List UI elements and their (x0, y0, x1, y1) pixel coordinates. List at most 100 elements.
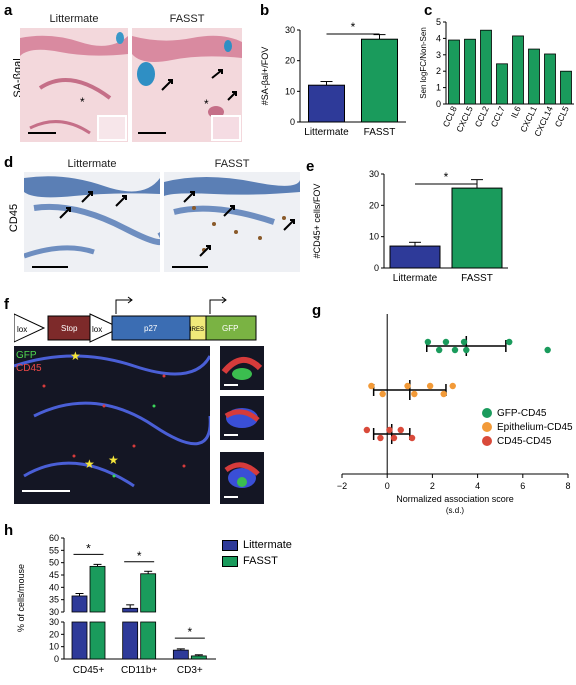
b-ytick-label-20: 20 (285, 56, 295, 66)
panel-label-g: g (312, 302, 322, 319)
e-xtick-label-littermate: Littermate (393, 273, 438, 284)
g-point-cd45-cd45-3 (390, 434, 398, 442)
h-ytick-label-upper-50: 50 (49, 558, 59, 568)
legend-item-gfp-cd45: GFP-CD45 (482, 406, 576, 420)
scale-bar-f-main (22, 490, 70, 492)
title-littermate-a: Littermate (49, 13, 99, 25)
g-point-epithelium-cd45-0 (368, 382, 375, 390)
h-bar-upper-cd45plus-littermate (71, 595, 88, 613)
h-xtick-label-cd45plus: CD45+ (73, 665, 105, 676)
legend-swatch-green (222, 555, 238, 567)
c-ytick-label-0: 0 (436, 99, 441, 109)
h-ytick-label-lower-30: 30 (49, 617, 59, 627)
h-ytick-label-upper-35: 35 (49, 595, 59, 605)
h-ylabel: % of cells/mouse (16, 564, 26, 632)
h-bar-lower-cd11bplus-fasst (140, 621, 157, 660)
h-xtick-label-cd11bplus: CD11b+ (121, 665, 157, 676)
e-ytick-label-0: 0 (374, 263, 379, 273)
c-bar-cxcl5 (464, 38, 476, 105)
chart-h: 30 35 40 45 50 55 60 0 10 20 30 % of cells/mouse * CD… (16, 533, 216, 676)
g-xtick-label-4: 4 (475, 481, 480, 491)
g-point-gfp-cd45-7 (544, 346, 551, 354)
chart-b: 0 10 20 30 #SA-βal+/FOV Littermate FASST * (260, 20, 406, 138)
construct-diagram: lox Stop lox p27 IRES GFP (14, 296, 257, 343)
g-xlabel: Normalized association score (396, 494, 514, 504)
h-ytick-label-upper-45: 45 (49, 570, 59, 580)
panel-label-c: c (424, 2, 433, 19)
h-ytick-label-upper-30: 30 (49, 607, 59, 617)
chart-e: 0 10 20 30 #CD45+ cells/FOV Littermate FASST * (312, 169, 508, 284)
fluorescence-inset-3 (220, 452, 264, 504)
side-label-cd45: CD45 (8, 203, 20, 233)
e-bar-littermate (389, 245, 441, 269)
scale-bar-f-inset3 (224, 496, 238, 498)
g-point-epithelium-cd45-3 (411, 390, 418, 398)
b-ytick-label-0: 0 (290, 117, 295, 127)
svg-text:★: ★ (108, 453, 119, 467)
g-point-epithelium-cd45-6 (449, 382, 456, 390)
g-point-gfp-cd45-3 (451, 346, 459, 354)
legend-g: GFP-CD45 Epithelium-CD45 CD45-CD45 (482, 406, 576, 448)
g-xtick-label--2: −2 (337, 481, 347, 491)
h-ytick-label-lower-10: 10 (49, 642, 59, 652)
c-ytick-label-2: 2 (436, 66, 441, 76)
construct-label-lox1: lox (17, 325, 27, 334)
h-bar-cd3plus-fasst (190, 655, 207, 660)
e-bar-fasst (451, 187, 503, 269)
title-fasst-d: FASST (214, 158, 250, 170)
scale-bar-d-right (172, 266, 208, 268)
panel-label-b: b (260, 2, 270, 19)
legend-item-littermate: Littermate (222, 537, 322, 553)
h-bar-lower-cd11bplus-littermate (122, 621, 139, 660)
panel-label-f: f (4, 296, 9, 313)
title-fasst-a: FASST (169, 13, 205, 25)
c-bar-ccl8 (448, 39, 460, 105)
svg-text:★: ★ (70, 349, 81, 363)
construct-label-lox2: lox (92, 325, 102, 334)
legend-label-epithelium-cd45: Epithelium-CD45 (497, 421, 573, 433)
c-bar-cxcl14 (544, 53, 556, 105)
e-ytick-label-10: 10 (369, 232, 379, 242)
h-ytick-label-upper-40: 40 (49, 582, 59, 592)
g-point-gfp-cd45-5 (463, 346, 470, 354)
panel-label-e: e (306, 158, 315, 175)
fluorescence-image-main: ★ ★ ★ (14, 346, 210, 504)
c-xtick-label-ccl7: CCL7 (489, 104, 507, 128)
panel-label-d: d (4, 154, 14, 171)
g-point-cd45-cd45-0 (363, 426, 371, 434)
h-ytick-label-lower-0: 0 (54, 654, 59, 664)
h-bar-cd3plus-littermate (172, 649, 189, 660)
c-bar-ccl5 (560, 70, 572, 105)
panel-label-a: a (4, 2, 13, 19)
c-bar-ccl2 (480, 29, 492, 105)
g-point-epithelium-cd45-4 (426, 382, 434, 390)
c-ytick-label-4: 4 (436, 33, 441, 43)
e-ytick-label-30: 30 (369, 169, 379, 179)
e-ytick-label-20: 20 (369, 200, 379, 210)
legend-dot-orange (482, 422, 492, 432)
legend-h: Littermate FASST (222, 537, 322, 569)
h-bar-lower-cd45plus-littermate (71, 621, 88, 660)
b-xtick-label-fasst: FASST (364, 127, 396, 138)
legend-label-cd45-cd45: CD45-CD45 (497, 435, 552, 447)
c-bar-cxcl1 (528, 48, 540, 105)
c-xtick-label-ccl5: CCL5 (553, 104, 571, 128)
b-ytick-label-10: 10 (285, 86, 295, 96)
sa-bgal-image-fasst: * (132, 28, 242, 142)
h-significance-star-cd11bplus: * (137, 549, 142, 563)
svg-text:*: * (80, 95, 85, 109)
scale-bar-d-left (32, 266, 68, 268)
h-bar-lower-cd45plus-fasst (89, 621, 106, 660)
e-xtick-label-fasst: FASST (461, 273, 493, 284)
g-point-gfp-cd45-2 (442, 338, 450, 346)
construct-label-gfp: GFP (222, 324, 238, 333)
scale-bar-f-inset1 (224, 384, 238, 386)
svg-text:★: ★ (84, 457, 95, 471)
scale-bar-a-right (138, 132, 166, 134)
cd45-image-fasst (164, 172, 300, 272)
g-xtick-label-2: 2 (430, 481, 435, 491)
h-xtick-label-cd3plus: CD3+ (177, 665, 203, 676)
legend-item-epithelium-cd45: Epithelium-CD45 (482, 420, 576, 434)
g-point-gfp-cd45-1 (435, 346, 443, 354)
